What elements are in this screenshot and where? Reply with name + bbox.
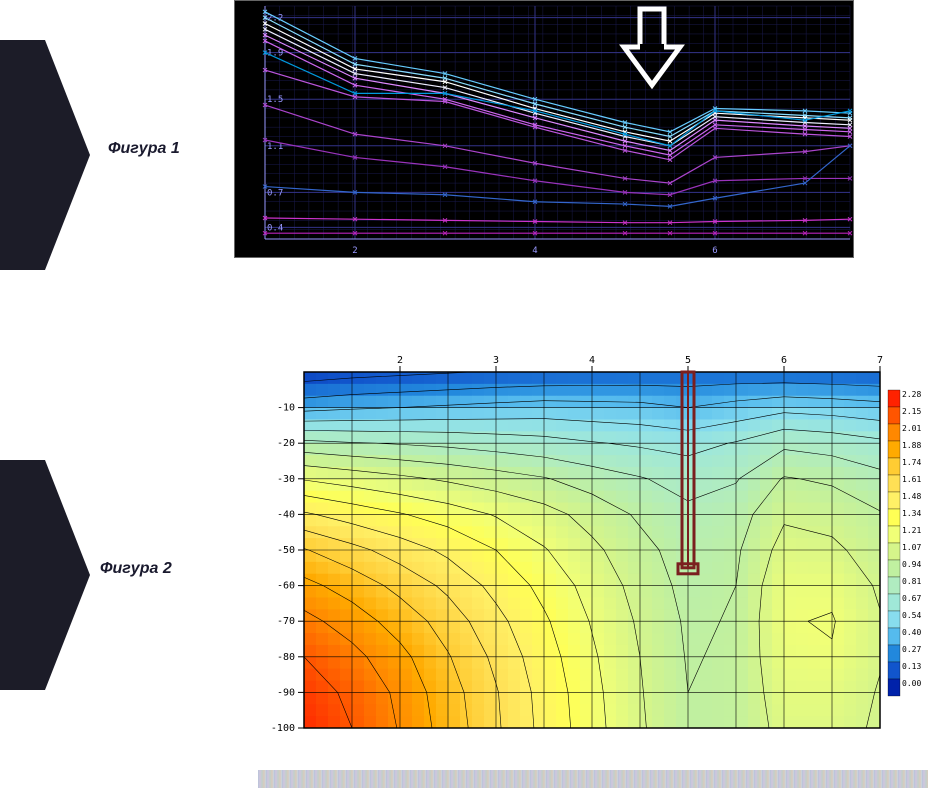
svg-text:0.40: 0.40	[902, 628, 921, 637]
svg-text:0.7: 0.7	[267, 188, 283, 198]
svg-text:6: 6	[781, 355, 787, 366]
svg-text:1.48: 1.48	[902, 492, 921, 501]
svg-text:2.28: 2.28	[902, 390, 921, 399]
chart1-line-plot: 2460.40.71.11.51.92.2	[234, 0, 854, 258]
svg-text:3: 3	[493, 355, 499, 366]
noise-strip	[258, 770, 928, 788]
chart2-heatmap: 2 3 4 5 6 7 -10 -20 -30 -40 -50 -60 -70 -80 -90 -100 2.2…	[258, 354, 928, 734]
figure-2-label: Фигура 2	[100, 560, 172, 578]
svg-text:1.88: 1.88	[902, 441, 921, 450]
svg-text:-100: -100	[271, 723, 295, 734]
svg-text:0.94: 0.94	[902, 560, 921, 569]
pointer-block-1	[0, 40, 90, 270]
svg-text:5: 5	[685, 355, 691, 366]
svg-text:0.13: 0.13	[902, 662, 921, 671]
svg-text:2.15: 2.15	[902, 407, 921, 416]
svg-text:0.81: 0.81	[902, 577, 921, 586]
svg-text:0.54: 0.54	[902, 611, 921, 620]
svg-text:-80: -80	[277, 652, 295, 663]
svg-text:-60: -60	[277, 581, 295, 592]
svg-text:1.21: 1.21	[902, 526, 921, 535]
svg-text:4: 4	[532, 246, 537, 256]
svg-text:7: 7	[877, 355, 883, 366]
svg-text:-30: -30	[277, 474, 295, 485]
svg-text:0.00: 0.00	[902, 679, 921, 688]
svg-text:6: 6	[712, 246, 717, 256]
svg-text:-40: -40	[277, 509, 295, 520]
svg-text:0.4: 0.4	[267, 223, 283, 233]
svg-text:1.61: 1.61	[902, 475, 921, 484]
svg-text:-10: -10	[277, 403, 295, 414]
svg-text:-70: -70	[277, 616, 295, 627]
svg-text:4: 4	[589, 355, 595, 366]
svg-text:-50: -50	[277, 545, 295, 556]
svg-text:0.27: 0.27	[902, 645, 921, 654]
svg-text:0.67: 0.67	[902, 594, 921, 603]
svg-text:1.74: 1.74	[902, 458, 921, 467]
svg-text:-20: -20	[277, 438, 295, 449]
svg-text:1.07: 1.07	[902, 543, 921, 552]
svg-text:-90: -90	[277, 687, 295, 698]
svg-text:1.34: 1.34	[902, 509, 921, 518]
svg-text:1.5: 1.5	[267, 95, 283, 105]
svg-text:2.01: 2.01	[902, 424, 921, 433]
svg-text:2: 2	[397, 355, 403, 366]
svg-text:2: 2	[352, 246, 357, 256]
figure-1-label: Фигура 1	[108, 140, 180, 158]
svg-text:2.2: 2.2	[267, 14, 283, 24]
pointer-block-2	[0, 460, 90, 690]
